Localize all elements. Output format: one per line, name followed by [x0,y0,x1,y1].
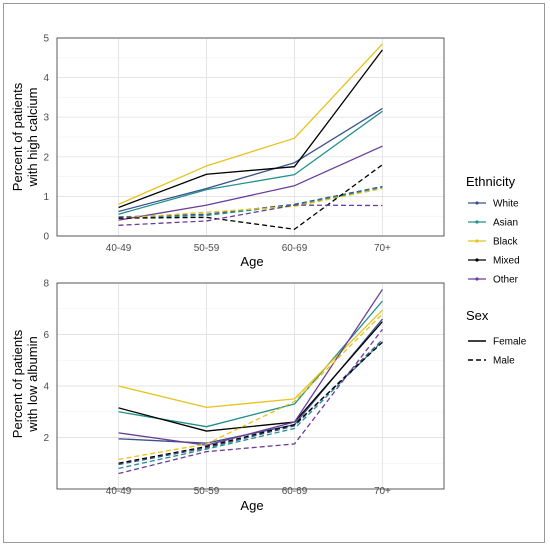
series-line-black-female [118,43,383,205]
series-line-other-male [118,328,383,475]
legend-item-other: Other [468,275,519,286]
y-tick-label: 5 [43,34,49,45]
x-tick-label: 70+ [374,243,391,254]
x-tick-label: 60-69 [282,486,308,497]
legend-key-point [475,277,479,281]
y-tick-label: 2 [43,152,49,163]
y-axis-title-top-line1: Percent of patients [10,82,25,191]
legend-item-female: Female [468,337,527,348]
series-line-asian-female [118,110,383,215]
panel-high-calcium: Age Percent of patients with high calciu… [10,34,445,269]
y-axis-title-top-line2: with high calcium [25,88,40,188]
y-axis-title-bottom-line1: Percent of patients [10,329,25,438]
series-line-mixed-male [118,164,383,230]
legend-label: Female [493,337,527,348]
series-line-mixed-male [118,341,383,464]
legend-label: Male [493,356,515,367]
y-tick-label: 4 [43,73,49,84]
legend: Ethnicity Sex White Asian Black Mixed Other F… [466,174,527,367]
series-line-white-female [118,107,383,213]
x-tick-label: 70+ [374,486,391,497]
panel-low-albumin: Age Percent of patients with low albumin… [10,279,445,513]
y-tick-label: 8 [43,279,49,290]
x-tick-label: 40-49 [106,243,132,254]
y-tick-label: 4 [43,382,49,393]
legend-item-mixed: Mixed [468,256,520,267]
series-line-other-male [118,204,383,226]
legend-title-sex: Sex [466,308,489,323]
legend-label: Mixed [493,256,520,267]
y-tick-label: 6 [43,330,49,341]
legend-item-black: Black [468,237,518,248]
series-line-mixed-female [118,321,383,432]
x-axis-title-top: Age [240,254,263,269]
legend-item-male: Male [468,356,515,367]
x-tick-label: 50-59 [194,243,220,254]
y-tick-label: 0 [43,232,49,243]
series-line-asian-male [118,340,383,470]
series-line-other-female [118,145,383,221]
legend-label: Other [493,275,519,286]
series-line-black-female [118,309,383,409]
x-axis-title-bottom: Age [240,498,263,513]
series-line-black-male [118,187,383,219]
legend-label: White [493,199,519,210]
legend-title-ethnicity: Ethnicity [466,174,516,189]
y-tick-label: 3 [43,113,49,124]
panel-border [56,282,445,490]
x-tick-label: 60-69 [282,243,308,254]
legend-label: Asian [493,218,518,229]
series-line-asian-male [118,187,383,219]
legend-item-white: White [468,199,519,210]
legend-key-point [475,239,479,243]
series-line-mixed-female [118,49,383,209]
x-tick-label: 50-59 [194,486,220,497]
series-line-black-male [118,313,383,461]
y-tick-label: 1 [43,192,49,203]
series-line-other-female [118,289,383,446]
x-tick-label: 40-49 [106,486,132,497]
panel-border [56,37,445,237]
y-axis-title-bottom-line2: with low albumin [25,336,40,432]
y-tick-label: 2 [43,433,49,444]
legend-item-asian: Asian [468,218,518,229]
legend-label: Black [493,237,518,248]
legend-key-point [475,220,479,224]
legend-key-point [475,201,479,205]
legend-key-point [475,258,479,262]
